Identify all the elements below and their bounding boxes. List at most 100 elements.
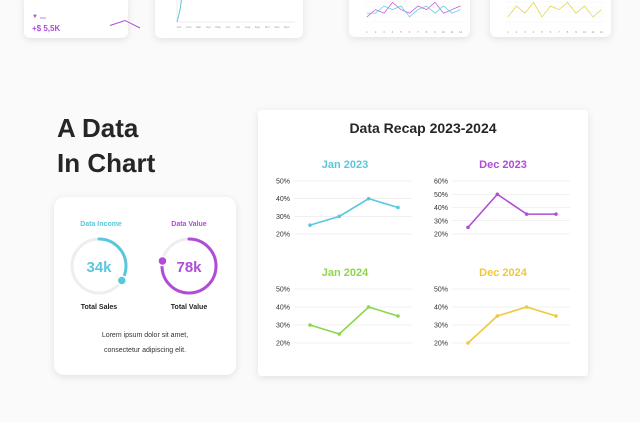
value-progress-ring: 78k: [157, 237, 218, 295]
y-tick-label: 20%: [276, 232, 290, 239]
x-tick-label: 12: [459, 30, 463, 34]
data-point: [396, 205, 400, 210]
x-tick-label: 7: [558, 30, 560, 34]
kpi-mini-card: ▼ xxx +$ 5,5K: [24, 0, 141, 38]
x-tick-label: 10: [583, 30, 587, 34]
data-point: [308, 223, 312, 227]
x-tick-label: Sep: [255, 25, 261, 29]
data-point: [466, 225, 470, 230]
income-progress-ring: 34k: [70, 237, 128, 295]
line-chart-dec-2023: 60% 50% 40% 30% 20%: [434, 179, 570, 239]
value-value: 78k: [176, 259, 202, 276]
y-tick-label: 50%: [276, 179, 290, 186]
x-tick-label: 12: [600, 30, 604, 34]
series-line: [309, 306, 399, 335]
data-point: [495, 192, 500, 197]
chart-title-jan-2024: Jan 2024: [321, 267, 369, 279]
total-sales-caption: Total Sales: [80, 304, 118, 311]
y-tick-label: 40%: [434, 205, 448, 212]
x-tick-label: May: [215, 25, 221, 29]
x-tick-label: 2: [516, 30, 518, 34]
y-tick-label: 40%: [434, 305, 448, 312]
x-tick-label: 11: [591, 30, 594, 34]
x-tick-label: Jan: [177, 25, 182, 29]
y-tick-label: 20%: [434, 232, 448, 239]
data-point: [554, 314, 558, 318]
series-line: [467, 306, 557, 344]
data-point: [524, 212, 529, 216]
y-tick-label: 30%: [276, 323, 290, 330]
data-point: [337, 214, 342, 219]
series-line: [309, 197, 399, 226]
x-tick-label: Aug: [245, 25, 251, 29]
mini-chart-card-a: 1 2 3 4 5 6 7 8 9 10 11 12: [349, 0, 470, 37]
data-point: [308, 323, 312, 327]
x-tick-label: 2: [375, 30, 377, 34]
data-point: [554, 212, 558, 216]
series-line: [467, 193, 556, 228]
mini-chart-b: 1 2 3 4 5 6 7 8 9 10 11 12: [506, 1, 604, 34]
series-line: [366, 1, 461, 18]
y-tick-label: 50%: [434, 287, 448, 294]
line-chart-jan-2023: 50% 40% 30% 20%: [276, 179, 412, 239]
recap-card: [258, 110, 588, 376]
lorem-line-2: consectetur adipiscing elit.: [103, 347, 187, 354]
y-tick-label: 50%: [276, 287, 290, 294]
data-point: [466, 341, 470, 345]
x-tick-label: Oct: [265, 25, 270, 29]
hero-title-line-2: In Chart: [57, 148, 156, 178]
y-tick-label: 30%: [276, 214, 290, 221]
data-point: [495, 314, 500, 318]
x-tick-label: 3: [524, 30, 526, 34]
x-tick-label: 5: [541, 30, 543, 34]
line-chart-jan-2024: 50% 40% 30% 20%: [276, 287, 412, 348]
kpi-sparkline: [109, 19, 141, 29]
monthly-mini-chart: Jan Feb Mar Apr May Jun Jul Aug Sep Oct Nov Dec: [176, 0, 295, 29]
x-tick-label: Apr: [206, 25, 211, 29]
data-income-label: Data Income: [80, 221, 122, 228]
x-tick-label: 3: [383, 30, 385, 34]
kpi-value: +$ 5,5K: [32, 24, 61, 33]
x-tick-label: Nov: [274, 25, 280, 29]
x-tick-label: 4: [392, 30, 394, 34]
y-tick-label: 40%: [276, 196, 290, 203]
data-point: [524, 305, 529, 309]
recap-title: Data Recap 2023-2024: [349, 120, 497, 136]
y-tick-label: 60%: [434, 179, 448, 186]
x-tick-label: 8: [426, 30, 428, 34]
x-tick-label: 1: [507, 30, 509, 34]
lorem-line-1: Lorem ipsum dolor sit amet,: [101, 332, 189, 339]
y-tick-label: 40%: [276, 305, 290, 312]
x-tick-label: 7: [417, 30, 419, 34]
x-tick-label: 6: [409, 30, 411, 34]
data-point: [396, 314, 400, 318]
sparkline: [109, 19, 141, 29]
x-tick-label: 9: [575, 30, 577, 34]
y-tick-label: 50%: [434, 192, 448, 199]
hero-title-line-1: A Data: [57, 113, 139, 143]
series-line: [507, 1, 602, 18]
x-tick-label: 10: [442, 30, 446, 34]
data-value-label: Data Value: [171, 221, 207, 228]
x-tick-label: 9: [434, 30, 436, 34]
x-tick-label: Jun: [226, 25, 231, 29]
x-tick-label: 11: [450, 30, 453, 34]
x-tick-label: 6: [550, 30, 552, 34]
data-point: [366, 305, 371, 309]
income-value: 34k: [86, 259, 112, 276]
y-tick-label: 30%: [434, 218, 448, 225]
x-tick-label: 8: [567, 30, 569, 34]
chart-title-dec-2024: Dec 2024: [479, 267, 527, 279]
y-tick-label: 30%: [434, 323, 448, 330]
kpi-sub-label: xxx: [40, 15, 46, 20]
y-tick-label: 20%: [434, 341, 448, 348]
monthly-mini-chart-card: Jan Feb Mar Apr May Jun Jul Aug Sep Oct Nov Dec: [155, 0, 303, 38]
y-tick-label: 20%: [276, 341, 290, 348]
x-tick-label: Jul: [236, 25, 240, 29]
data-point: [366, 196, 371, 201]
line-chart-dec-2024: 50% 40% 30% 20%: [434, 287, 570, 348]
x-tick-label: Dec: [284, 25, 290, 29]
x-tick-label: 4: [533, 30, 535, 34]
series-line: [367, 5, 461, 18]
